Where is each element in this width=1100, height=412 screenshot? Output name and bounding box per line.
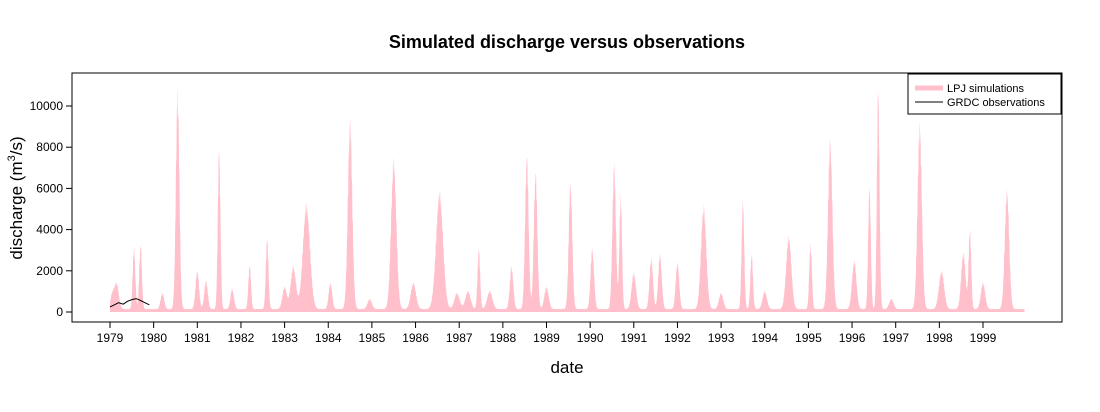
x-tick-label: 1983 — [271, 331, 298, 345]
x-tick-label: 1980 — [140, 331, 167, 345]
legend-box — [907, 73, 1062, 115]
x-tick-label: 1993 — [708, 331, 735, 345]
simulation-area-layer — [110, 86, 1025, 312]
x-axis: 1979 1980 1981 1982 1983 1984 1985 1986 1987 1988… — [97, 321, 997, 345]
x-tick-label: 1996 — [839, 331, 866, 345]
y-axis-label-superscript: 3 — [6, 155, 18, 161]
y-axis-label: discharge (m3/s) — [6, 136, 26, 259]
y-tick-label: 8000 — [36, 140, 63, 154]
x-tick-label: 1979 — [97, 331, 124, 345]
x-tick-label: 1999 — [970, 331, 997, 345]
x-tick-label: 1987 — [446, 331, 473, 345]
observation-line-layer — [109, 298, 150, 308]
x-tick-label: 1985 — [359, 331, 386, 345]
x-tick-label: 1982 — [228, 331, 255, 345]
legend-label-observations: GRDC observations — [947, 97, 1045, 109]
y-tick-label: 4000 — [36, 223, 63, 237]
legend: LPJ simulations GRDC observations — [907, 73, 1062, 115]
legend-label-simulations: LPJ simulations — [947, 83, 1025, 95]
y-axis-label-main: discharge (m — [7, 161, 26, 259]
x-tick-label: 1998 — [926, 331, 953, 345]
y-tick-label: 6000 — [36, 181, 63, 195]
y-axis: 0 2000 4000 6000 8000 10000 — [30, 99, 73, 319]
x-tick-label: 1994 — [751, 331, 778, 345]
x-tick-label: 1989 — [533, 331, 560, 345]
x-tick-label: 1986 — [402, 331, 429, 345]
x-tick-label: 1988 — [489, 331, 516, 345]
chart-title: Simulated discharge versus observations — [389, 32, 745, 52]
x-tick-label: 1981 — [184, 331, 211, 345]
y-tick-label: 0 — [56, 305, 63, 319]
x-tick-label: 1991 — [620, 331, 647, 345]
y-tick-label: 2000 — [36, 264, 63, 278]
simulation-area — [110, 86, 1025, 312]
y-tick-label: 10000 — [30, 99, 64, 113]
observation-line — [109, 298, 150, 308]
x-tick-label: 1997 — [882, 331, 909, 345]
x-tick-label: 1992 — [664, 331, 691, 345]
x-tick-label: 1995 — [795, 331, 822, 345]
x-tick-label: 1984 — [315, 331, 342, 345]
x-tick-label: 1990 — [577, 331, 604, 345]
x-axis-label: date — [550, 358, 583, 377]
y-axis-label-suffix: /s) — [7, 136, 26, 155]
